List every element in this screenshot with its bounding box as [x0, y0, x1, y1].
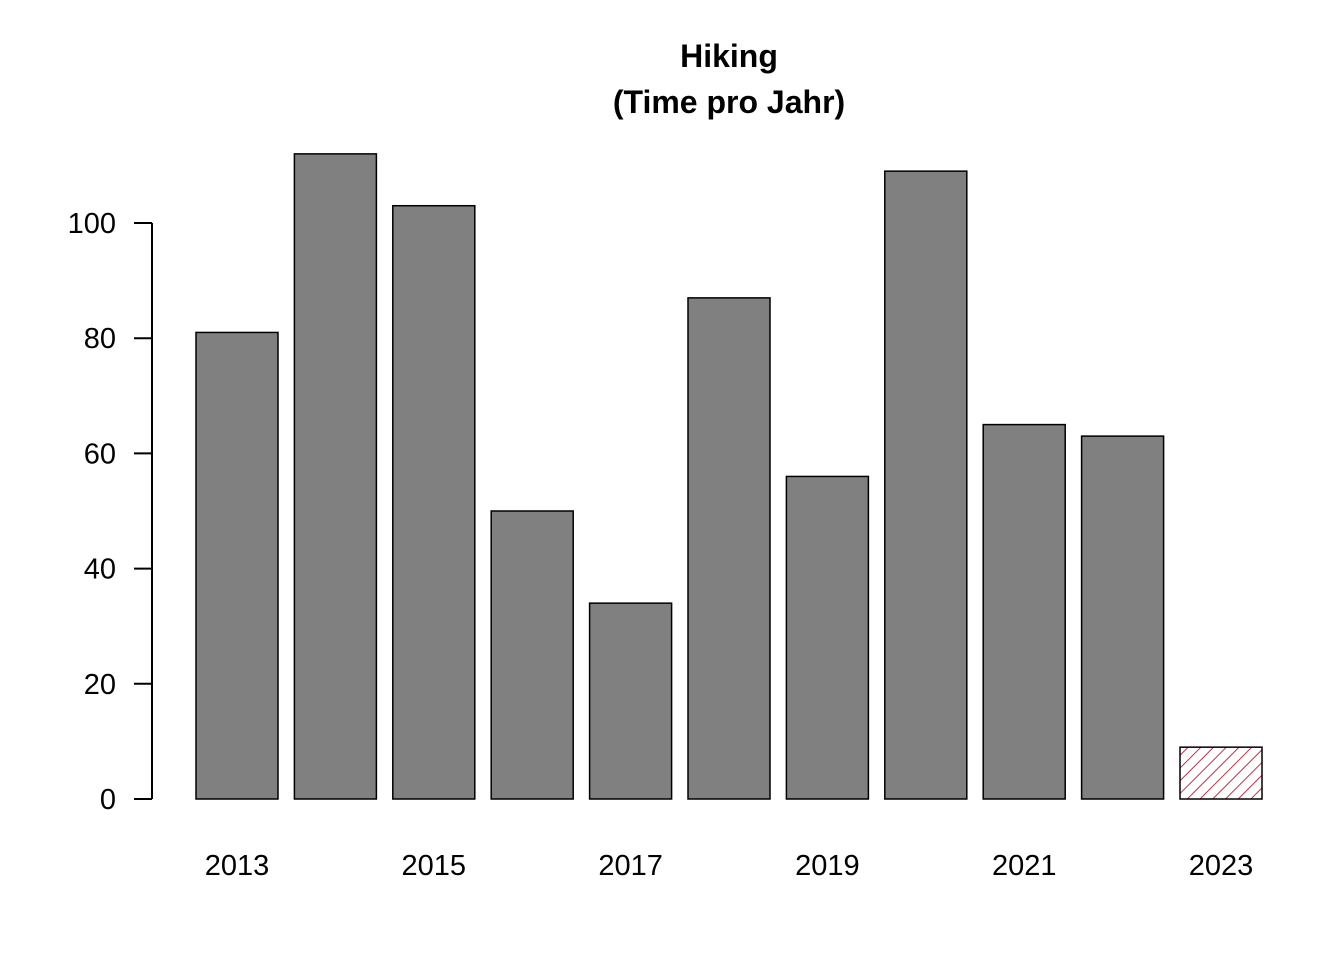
x-tick-label: 2019 — [795, 850, 860, 882]
chart-title: Hiking — [680, 38, 778, 74]
bar-2015 — [392, 204, 476, 800]
y-tick-label: 100 — [68, 208, 116, 240]
bar-2017 — [588, 602, 673, 800]
y-tick-label: 60 — [84, 438, 116, 470]
bar-2023 — [1179, 746, 1263, 800]
bar-2014 — [293, 153, 378, 800]
y-tick-label: 80 — [84, 323, 116, 355]
y-tick-label: 0 — [100, 784, 116, 816]
bars — [195, 153, 1263, 800]
bar-2020 — [884, 170, 968, 800]
x-tick-label: 2013 — [205, 850, 270, 882]
y-tick-label: 40 — [84, 554, 116, 586]
x-tick-label: 2021 — [992, 850, 1057, 882]
bar-2018 — [687, 297, 771, 800]
x-tick-label: 2015 — [402, 850, 467, 882]
chart-subtitle: (Time pro Jahr) — [613, 84, 845, 120]
bar-2013 — [195, 331, 279, 800]
bar-2019 — [785, 475, 870, 800]
bar-2022 — [1080, 435, 1165, 800]
y-axis: 0 20 40 60 80 100 — [68, 208, 153, 816]
bar-2016 — [490, 510, 574, 800]
bar-2021 — [982, 423, 1066, 800]
x-tick-label: 2017 — [598, 850, 663, 882]
y-tick-label: 20 — [84, 669, 116, 701]
x-tick-label: 2023 — [1189, 850, 1254, 882]
x-axis-labels: 2013 2015 2017 2019 2021 2023 — [205, 850, 1254, 882]
